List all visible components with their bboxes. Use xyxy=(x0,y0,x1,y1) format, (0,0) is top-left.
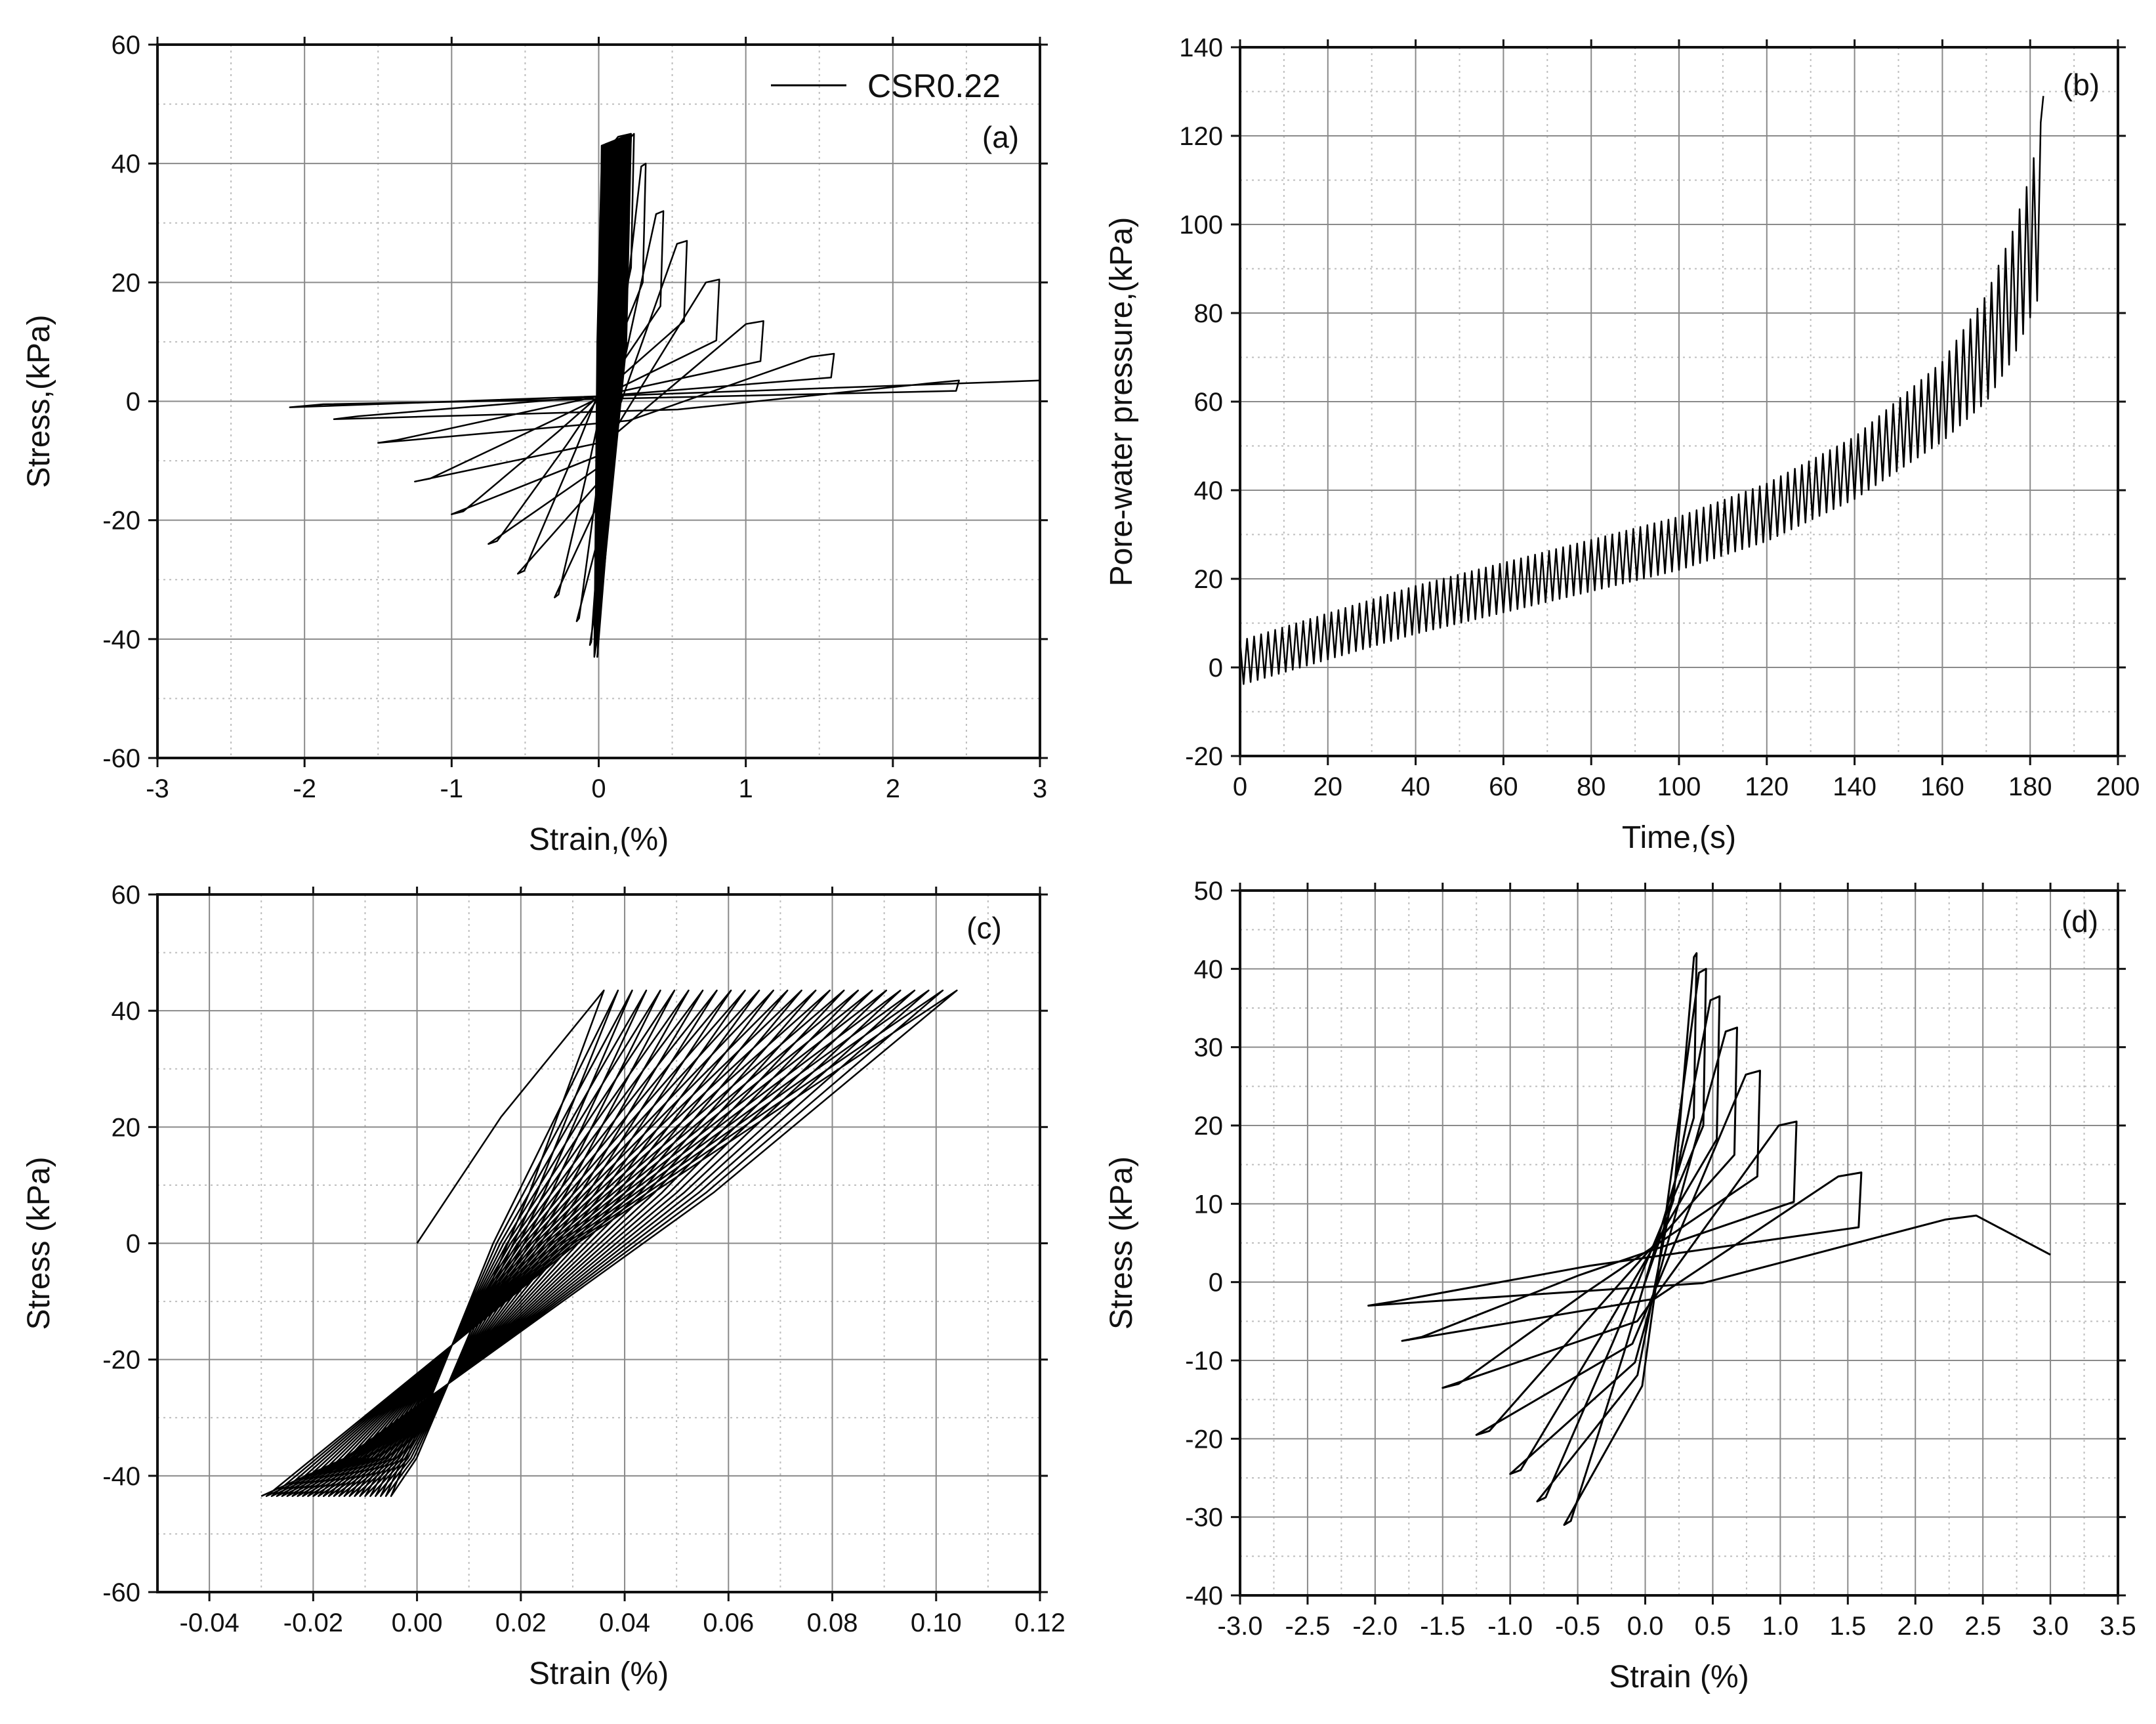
x-tick-label: 0.00 xyxy=(392,1608,443,1637)
x-tick-label: -2 xyxy=(293,774,316,803)
x-tick-label: 0.12 xyxy=(1014,1608,1066,1637)
y-tick-label: 0 xyxy=(126,1230,140,1259)
x-tick-label: 0.0 xyxy=(1627,1612,1664,1641)
x-tick-label: 80 xyxy=(1577,772,1606,801)
y-tick-label: 20 xyxy=(1194,1112,1224,1141)
y-tick-label: 20 xyxy=(112,1113,141,1142)
x-tick-label: 100 xyxy=(1657,772,1701,801)
y-tick-label: 120 xyxy=(1179,122,1223,151)
x-tick-label: 0.02 xyxy=(495,1608,547,1637)
x-tick-label: 180 xyxy=(2008,772,2052,801)
x-tick-label: -1.0 xyxy=(1487,1612,1533,1641)
panel-label: (d) xyxy=(2062,904,2098,938)
x-axis-label: Time,(s) xyxy=(1622,820,1736,855)
y-tick-label: 0 xyxy=(126,388,140,417)
y-tick-label: 80 xyxy=(1194,299,1224,328)
x-axis-label: Strain (%) xyxy=(529,1656,669,1691)
x-tick-label: 3.0 xyxy=(2032,1612,2069,1641)
y-axis-label: Stress (kPa) xyxy=(22,1156,56,1330)
x-tick-label: 0 xyxy=(1233,772,1247,801)
x-tick-label: 0.06 xyxy=(703,1608,754,1637)
chart-panel-c: -0.04 -0.02 0.00 0.02 0.04 0.06 0.08 0.10 0.12 -6… xyxy=(22,881,1066,1691)
y-tick-label: 20 xyxy=(112,268,141,297)
y-tick-label: 0 xyxy=(1209,1269,1223,1297)
y-tick-label: -40 xyxy=(102,625,140,654)
x-tick-label: 1 xyxy=(739,774,753,803)
x-tick-label: 160 xyxy=(1920,772,1964,801)
y-tick-label: -40 xyxy=(1185,1582,1223,1610)
series-late-cycles xyxy=(1367,952,2051,1526)
x-tick-label: 0.08 xyxy=(807,1608,858,1637)
x-tick-label: 1.0 xyxy=(1762,1612,1799,1641)
legend-label-csr0.22: CSR0.22 xyxy=(867,68,1001,104)
y-tick-label: -20 xyxy=(1185,742,1223,771)
x-tick-label: 20 xyxy=(1314,772,1343,801)
x-tick-label: -2.5 xyxy=(1285,1612,1330,1641)
y-tick-label: 40 xyxy=(112,997,141,1026)
x-tick-label: 0.04 xyxy=(599,1608,650,1637)
x-axis-label: Strain (%) xyxy=(1609,1660,1749,1694)
x-tick-label: 0 xyxy=(591,774,606,803)
x-tick-label: 2.5 xyxy=(1964,1612,2001,1641)
y-tick-label: 10 xyxy=(1194,1190,1224,1219)
y-tick-label: 30 xyxy=(1194,1034,1224,1062)
x-tick-label: 3.5 xyxy=(2100,1612,2136,1641)
y-tick-label: -20 xyxy=(102,1346,140,1375)
plot-frame xyxy=(1239,889,2119,1597)
x-tick-label: -0.04 xyxy=(180,1608,239,1637)
y-tick-label: -20 xyxy=(1185,1425,1223,1454)
y-tick-label: 50 xyxy=(1194,877,1224,906)
y-axis-label: Pore-water pressure,(kPa) xyxy=(1104,217,1139,587)
x-tick-label: 140 xyxy=(1833,772,1876,801)
x-tick-label: -1 xyxy=(440,774,464,803)
y-axis-label: Stress (kPa) xyxy=(1104,1156,1139,1330)
x-tick-label: 0.5 xyxy=(1695,1612,1731,1641)
x-tick-label: 120 xyxy=(1745,772,1789,801)
y-tick-label: -60 xyxy=(102,744,140,773)
y-tick-label: 40 xyxy=(1194,476,1224,505)
y-tick-label: 20 xyxy=(1194,565,1224,594)
panel-label: (c) xyxy=(966,911,1002,945)
x-tick-label: 0.10 xyxy=(911,1608,962,1637)
panel-label: (b) xyxy=(2063,68,2100,102)
series-early-cycles xyxy=(260,989,958,1498)
y-tick-label: -10 xyxy=(1185,1347,1223,1376)
y-tick-label: 100 xyxy=(1179,211,1223,240)
x-axis-label: Strain,(%) xyxy=(529,822,669,857)
x-tick-label: -0.5 xyxy=(1555,1612,1600,1641)
chart-panel-d: -3.0 -2.5 -2.0 -1.5 -1.0 -0.5 0.0 0.5 1.0 1.5 2.0 2… xyxy=(1104,877,2136,1694)
x-tick-label: -0.02 xyxy=(283,1608,343,1637)
y-tick-label: 40 xyxy=(112,150,141,179)
x-tick-label: 200 xyxy=(2096,772,2140,801)
y-tick-label: -60 xyxy=(102,1578,140,1607)
chart-panel-b: 0 20 40 60 80 100 120 140 160 180 200 -20 0 20 40 60 80 1… xyxy=(1104,33,2140,855)
x-tick-label: -1.5 xyxy=(1420,1612,1465,1641)
chart-panel-a: -3 -2 -1 0 1 2 3 -60 -40 -20 0 20 40 60 Strain,(%) Stre… xyxy=(22,31,1048,857)
y-tick-label: -20 xyxy=(102,507,140,536)
y-tick-label: -40 xyxy=(102,1462,140,1491)
y-tick-label: 0 xyxy=(1209,654,1223,683)
y-tick-label: 40 xyxy=(1194,955,1224,984)
x-tick-label: 40 xyxy=(1401,772,1430,801)
y-tick-label: -30 xyxy=(1185,1503,1223,1532)
y-tick-label: 60 xyxy=(112,31,141,60)
x-tick-label: 60 xyxy=(1489,772,1518,801)
series-pore-water-pressure xyxy=(1239,96,2044,685)
x-tick-label: -3 xyxy=(146,774,169,803)
x-tick-label: -3.0 xyxy=(1218,1612,1263,1641)
x-tick-label: 3 xyxy=(1033,774,1047,803)
x-tick-label: 2.0 xyxy=(1897,1612,1934,1641)
x-tick-label: -2.0 xyxy=(1352,1612,1398,1641)
y-tick-label: 60 xyxy=(1194,388,1224,417)
x-tick-label: 1.5 xyxy=(1830,1612,1867,1641)
y-tick-label: 140 xyxy=(1179,33,1223,62)
panel-label: (a) xyxy=(982,120,1019,154)
x-tick-label: 2 xyxy=(886,774,900,803)
y-tick-label: 60 xyxy=(112,881,141,910)
series-csr0.22-loops xyxy=(289,133,1041,658)
y-axis-label: Stress,(kPa) xyxy=(22,314,56,488)
